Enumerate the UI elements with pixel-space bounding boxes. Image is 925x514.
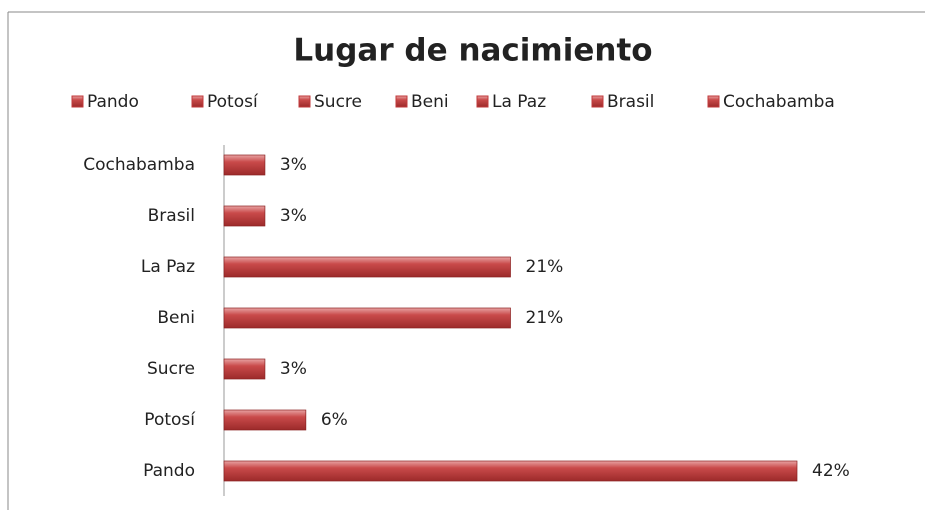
y-tick-label: Sucre xyxy=(147,359,195,379)
bar xyxy=(223,205,266,227)
y-tick-label: Cochabamba xyxy=(83,155,195,175)
data-label: 21% xyxy=(526,257,564,277)
bar xyxy=(223,409,307,431)
legend-swatch xyxy=(395,95,408,108)
y-tick-label: Pando xyxy=(143,461,195,481)
data-label: 3% xyxy=(280,155,307,175)
data-label: 3% xyxy=(280,359,307,379)
y-tick-label: La Paz xyxy=(141,257,195,277)
legend-swatch xyxy=(591,95,604,108)
data-label: 6% xyxy=(321,410,348,430)
legend-label: La Paz xyxy=(492,92,546,112)
bar xyxy=(223,460,798,482)
data-label: 3% xyxy=(280,206,307,226)
legend-swatch xyxy=(71,95,84,108)
legend-label: Cochabamba xyxy=(723,92,835,112)
legend-swatch xyxy=(191,95,204,108)
legend-label: Potosí xyxy=(207,92,259,112)
legend-label: Beni xyxy=(411,92,449,112)
legend-swatch xyxy=(707,95,720,108)
y-tick-label: Potosí xyxy=(144,410,196,430)
bar xyxy=(223,307,511,329)
data-label: 42% xyxy=(812,461,850,481)
legend-label: Sucre xyxy=(314,92,362,112)
y-tick-label: Beni xyxy=(157,308,195,328)
bar xyxy=(223,358,266,380)
bar xyxy=(223,154,266,176)
chart-title: Lugar de nacimiento xyxy=(293,33,652,69)
legend-swatch xyxy=(298,95,311,108)
bar xyxy=(223,256,511,278)
legend-label: Pando xyxy=(87,92,139,112)
y-tick-label: Brasil xyxy=(148,206,195,226)
legend-label: Brasil xyxy=(607,92,654,112)
data-label: 21% xyxy=(526,308,564,328)
legend-swatch xyxy=(476,95,489,108)
